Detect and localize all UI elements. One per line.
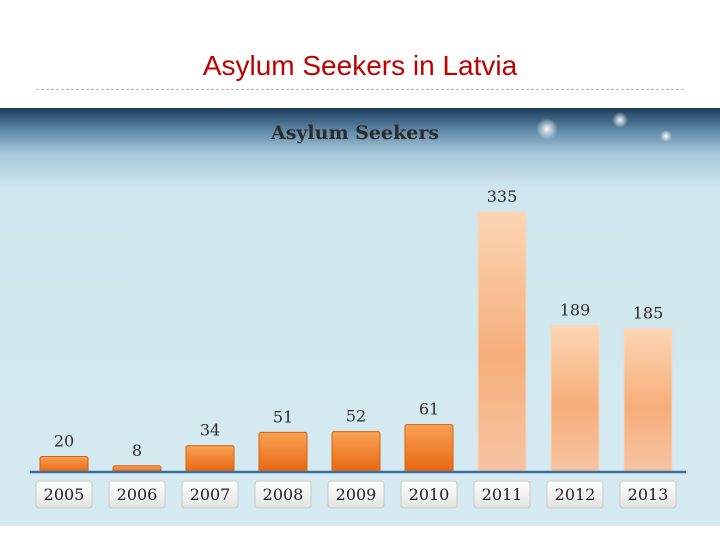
background-sparkle (660, 130, 672, 142)
bar-2009 (331, 431, 381, 473)
bar-2012 (550, 324, 600, 473)
title-divider (36, 89, 684, 90)
x-tick-label-2011: 2011 (482, 485, 523, 504)
x-tick-box-2007 (181, 480, 239, 509)
x-tick-label-2006: 2006 (117, 485, 158, 504)
data-label-2011: 335 (487, 187, 518, 206)
x-tick-box-2009 (327, 480, 385, 509)
bar-2013 (623, 327, 673, 473)
data-label-2007: 34 (200, 421, 220, 440)
x-tick-label-2008: 2008 (263, 485, 304, 504)
bar-chart: 20 8 34 51 52 61 335 189 185 2005 2006 2007 2008 200… (30, 187, 686, 509)
background-sparkle (612, 112, 628, 128)
background-sparkle (536, 118, 558, 140)
bar-2011 (477, 211, 527, 473)
x-tick-label-2010: 2010 (409, 485, 450, 504)
data-label-2008: 51 (273, 407, 293, 426)
x-tick-box-2012 (546, 480, 604, 509)
x-tick-label-2012: 2012 (555, 485, 596, 504)
data-label-2009: 52 (346, 407, 366, 426)
x-tick-box-2011 (473, 480, 531, 509)
x-tick-label-2005: 2005 (44, 485, 85, 504)
x-tick-box-2008 (254, 480, 312, 509)
bar-2008 (258, 431, 308, 473)
x-tick-label-2009: 2009 (336, 485, 377, 504)
bar-2007 (185, 445, 235, 473)
data-label-2012: 189 (560, 300, 591, 319)
chart-panel: Asylum Seekers 20 8 34 51 52 61 335 189 185 2005… (0, 108, 720, 526)
x-tick-label-2007: 2007 (190, 485, 231, 504)
slide-title: Asylum Seekers in Latvia (202, 50, 518, 81)
data-label-2006: 8 (132, 441, 142, 460)
data-label-2010: 61 (419, 400, 439, 419)
bar-2010 (404, 424, 454, 473)
data-label-2005: 20 (54, 431, 74, 450)
x-tick-box-2006 (108, 480, 166, 509)
x-tick-box-2013 (619, 480, 677, 509)
x-tick-box-2010 (400, 480, 458, 509)
x-tick-label-2013: 2013 (628, 485, 669, 504)
x-tick-box-2005 (35, 480, 93, 509)
bar-2005 (39, 455, 89, 473)
chart-title: Asylum Seekers (270, 122, 440, 144)
data-label-2013: 185 (633, 303, 664, 322)
